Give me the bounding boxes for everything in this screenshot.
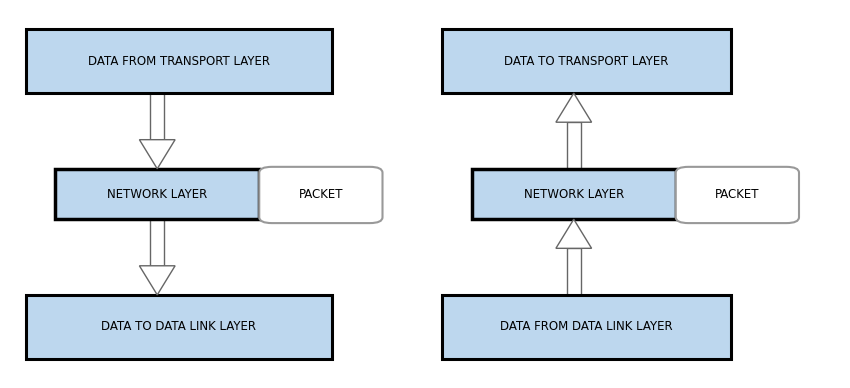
Polygon shape (139, 266, 175, 295)
Text: PACKET: PACKET (298, 189, 343, 201)
Text: DATA FROM DATA LINK LAYER: DATA FROM DATA LINK LAYER (500, 320, 673, 333)
FancyBboxPatch shape (472, 169, 676, 219)
Polygon shape (139, 140, 175, 169)
Text: DATA TO DATA LINK LAYER: DATA TO DATA LINK LAYER (101, 320, 256, 333)
FancyBboxPatch shape (150, 93, 164, 140)
Polygon shape (556, 93, 592, 122)
FancyBboxPatch shape (676, 167, 799, 223)
FancyBboxPatch shape (150, 219, 164, 266)
Text: DATA FROM TRANSPORT LAYER: DATA FROM TRANSPORT LAYER (88, 55, 269, 68)
FancyBboxPatch shape (567, 122, 581, 169)
FancyBboxPatch shape (567, 248, 581, 295)
Text: NETWORK LAYER: NETWORK LAYER (107, 187, 207, 201)
FancyBboxPatch shape (55, 169, 259, 219)
Text: PACKET: PACKET (715, 189, 760, 201)
Polygon shape (556, 219, 592, 248)
FancyBboxPatch shape (442, 29, 731, 93)
FancyBboxPatch shape (26, 29, 332, 93)
Text: NETWORK LAYER: NETWORK LAYER (524, 187, 624, 201)
FancyBboxPatch shape (26, 295, 332, 359)
Text: DATA TO TRANSPORT LAYER: DATA TO TRANSPORT LAYER (504, 55, 669, 68)
FancyBboxPatch shape (442, 295, 731, 359)
FancyBboxPatch shape (259, 167, 382, 223)
